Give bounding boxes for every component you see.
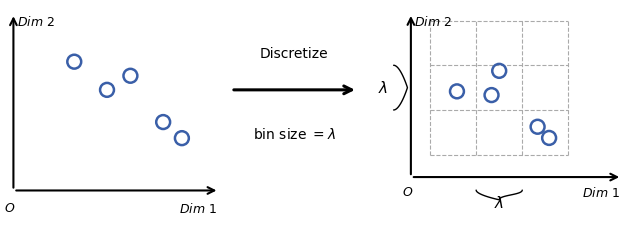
Text: bin size $= \lambda$: bin size $= \lambda$ [253, 127, 336, 142]
Text: $\it{Dim}$ $\it{2}$: $\it{Dim}$ $\it{2}$ [414, 15, 452, 29]
Text: $\lambda$: $\lambda$ [378, 80, 388, 96]
Point [158, 120, 168, 124]
Text: $\it{O}$: $\it{O}$ [4, 202, 15, 215]
Point [486, 93, 497, 97]
Point [532, 125, 543, 129]
Point [544, 136, 554, 140]
Point [452, 89, 462, 93]
Point [102, 88, 112, 92]
Text: $\it{Dim}$ $\it{1}$: $\it{Dim}$ $\it{1}$ [582, 186, 620, 200]
Point [494, 69, 504, 73]
Text: $\lambda$: $\lambda$ [494, 195, 504, 211]
Text: $\it{O}$: $\it{O}$ [402, 186, 413, 199]
Text: $\it{Dim}$ $\it{1}$: $\it{Dim}$ $\it{1}$ [179, 202, 217, 216]
Point [125, 74, 136, 78]
Text: Discretize: Discretize [260, 47, 329, 61]
Point [177, 136, 187, 140]
Point [69, 60, 79, 64]
Text: $\it{Dim}$ $\it{2}$: $\it{Dim}$ $\it{2}$ [17, 15, 55, 29]
